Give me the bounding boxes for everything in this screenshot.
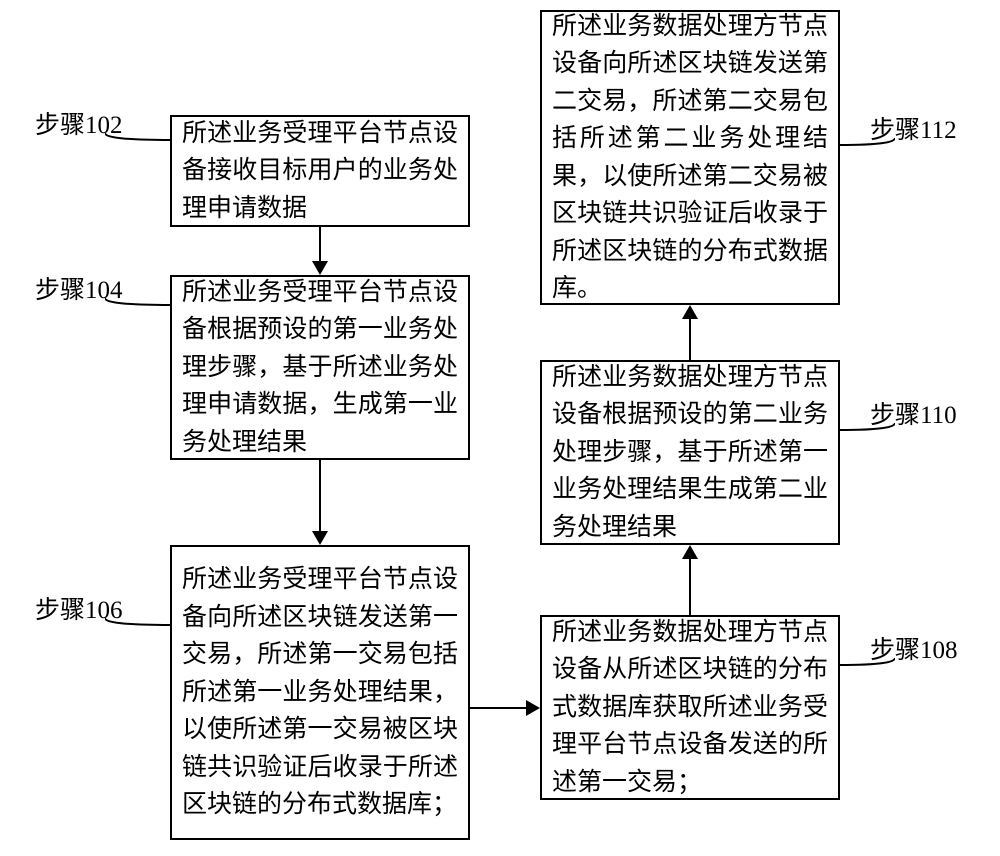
flow-node-text: 所述业务受理平台节点设备根据预设的第一业务处理步骤，基于所述业务处理申请数据，生… <box>182 274 458 462</box>
edge-line <box>689 317 691 360</box>
flow-node-text: 所述业务受理平台节点设备接收目标用户的业务处理申请数据 <box>182 115 458 228</box>
flow-node-text: 所述业务数据处理方节点设备向所述区块链发送第二交易，所述第二交易包括所述第二业务… <box>552 8 828 308</box>
leader-curve <box>840 658 895 678</box>
flow-node-text: 所述业务数据处理方节点设备根据预设的第二业务处理步骤，基于所述第一业务处理结果生… <box>552 359 828 547</box>
flow-node-text: 所述业务受理平台节点设备向所述区块链发送第一交易，所述第一交易包括所述第一业务处… <box>182 561 458 824</box>
leader-curve <box>105 298 170 318</box>
leader-curve <box>105 618 170 638</box>
arrow-up-icon <box>682 305 698 319</box>
flow-node-n102: 所述业务受理平台节点设备接收目标用户的业务处理申请数据 <box>170 115 470 227</box>
flow-node-n106: 所述业务受理平台节点设备向所述区块链发送第一交易，所述第一交易包括所述第一业务处… <box>170 545 470 840</box>
flow-node-n104: 所述业务受理平台节点设备根据预设的第一业务处理步骤，基于所述业务处理申请数据，生… <box>170 275 470 460</box>
edge-line <box>470 707 528 709</box>
leader-curve <box>840 138 895 158</box>
edge-line <box>319 227 321 263</box>
edge-line <box>689 557 691 615</box>
flow-node-n112: 所述业务数据处理方节点设备向所述区块链发送第二交易，所述第二交易包括所述第二业务… <box>540 10 840 305</box>
arrow-right-icon <box>526 700 540 716</box>
leader-curve <box>840 423 895 443</box>
arrow-down-icon <box>312 531 328 545</box>
flow-node-text: 所述业务数据处理方节点设备从所述区块链的分布式数据库获取所述业务受理平台节点设备… <box>552 614 828 802</box>
flow-node-n108: 所述业务数据处理方节点设备从所述区块链的分布式数据库获取所述业务受理平台节点设备… <box>540 615 840 800</box>
flow-node-n110: 所述业务数据处理方节点设备根据预设的第二业务处理步骤，基于所述第一业务处理结果生… <box>540 360 840 545</box>
edge-line <box>319 460 321 533</box>
arrow-up-icon <box>682 545 698 559</box>
arrow-down-icon <box>312 261 328 275</box>
leader-curve <box>105 133 170 153</box>
